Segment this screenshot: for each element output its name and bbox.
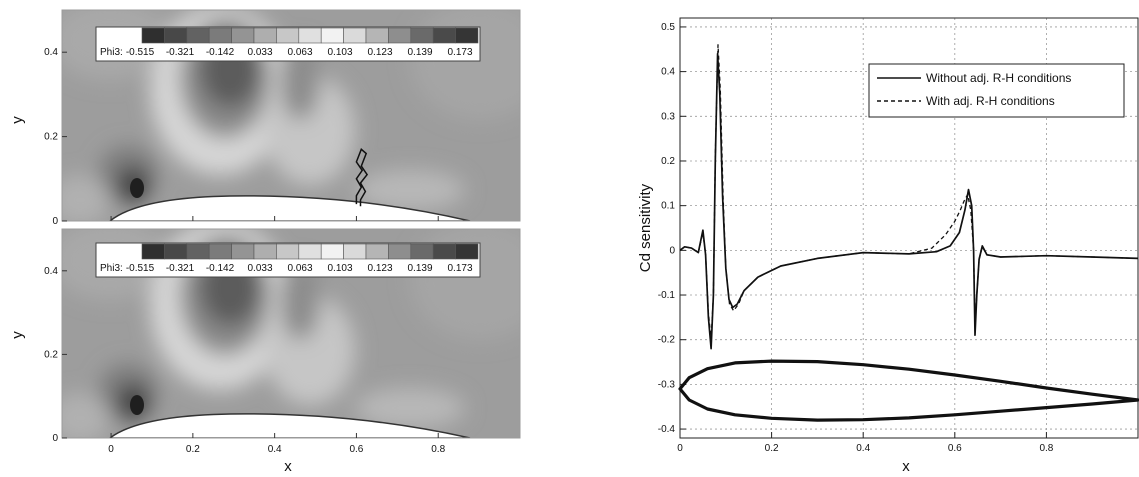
x-tick-label: 0.6 xyxy=(349,444,363,455)
colorbar-level-label: 0.063 xyxy=(287,263,312,274)
colorbar-swatch xyxy=(298,243,322,260)
colorbar-level-label: 0.033 xyxy=(247,47,272,58)
x-axis-label: x xyxy=(902,458,910,475)
y-tick-label: 0.4 xyxy=(44,47,58,58)
colorbar-swatch xyxy=(208,27,232,44)
colorbar-level-label: 0.123 xyxy=(367,47,392,58)
y-tick-label: 0 xyxy=(669,245,675,256)
colorbar-level-label: 0.063 xyxy=(287,47,312,58)
y-tick-label: 0.5 xyxy=(661,22,675,33)
colorbar-swatch xyxy=(432,27,456,44)
x-tick-label: 0.8 xyxy=(1039,443,1053,454)
colorbar-level-label: 0.123 xyxy=(367,263,392,274)
colorbar-swatch xyxy=(231,27,255,44)
x-tick-label: 0.6 xyxy=(948,443,962,454)
colorbar-swatch xyxy=(276,27,300,44)
legend: Without adj. R-H conditions With adj. R-… xyxy=(868,63,1125,118)
series-line-with-rh xyxy=(679,44,1139,341)
y-tick-label: 0 xyxy=(52,216,58,227)
colorbar-level-label: -0.515 xyxy=(126,263,155,274)
y-axis-label: Cd sensitivity xyxy=(637,183,654,272)
colorbar-level-label: 0.103 xyxy=(327,47,352,58)
x-tick-label: 0.2 xyxy=(186,444,200,455)
series-lines xyxy=(679,44,1139,350)
colorbar-swatch xyxy=(455,243,479,260)
y-tick-label: 0.2 xyxy=(661,156,675,167)
colorbar-swatch xyxy=(186,243,210,260)
colorbar-swatch xyxy=(388,243,412,260)
colorbar-level-label: 0.139 xyxy=(407,263,432,274)
colorbar-swatch xyxy=(320,27,344,44)
y-tick-label: 0.2 xyxy=(44,132,58,143)
y-tick-label: 0.3 xyxy=(661,111,675,122)
x-tick-label: 0.2 xyxy=(765,443,779,454)
y-tick-label: 0 xyxy=(52,433,58,444)
x-tick-label: 0.4 xyxy=(856,443,870,454)
legend-label-with: With adj. R-H conditions xyxy=(926,94,1055,108)
colorbar-swatch xyxy=(253,243,277,260)
colorbar-level-label: -0.321 xyxy=(166,263,195,274)
colorbar-swatch xyxy=(186,27,210,44)
colorbar-swatch xyxy=(343,243,367,260)
colorbar-label: Phi3: xyxy=(100,263,123,274)
shock-line xyxy=(355,148,369,207)
colorbar-swatch xyxy=(410,27,434,44)
y-tick-label: -0.3 xyxy=(658,379,676,390)
colorbar-swatch xyxy=(343,27,367,44)
colorbar-level-label: -0.142 xyxy=(206,263,235,274)
y-tick-label: -0.1 xyxy=(658,290,676,301)
colorbar-swatch xyxy=(365,243,389,260)
y-tick-label: 0.2 xyxy=(44,349,58,360)
colorbar-swatch xyxy=(276,243,300,260)
y-tick-label: -0.2 xyxy=(658,335,676,346)
sensitivity-chart: 0 0.2 0.4 0.6 0.8 -0.4 -0.3 -0.2 -0.1 0 0.1 0.2 0.3 0… xyxy=(637,17,1139,475)
colorbar-swatch xyxy=(231,243,255,260)
y-axis-label-bottom: y xyxy=(9,331,26,339)
x-tick-label: 0 xyxy=(677,443,683,454)
x-tick-label: 0.4 xyxy=(268,444,282,455)
contour-axes: 0 0.2 0.4 0 0.2 0.4 0 0.2 0.4 0.6 0.8 xyxy=(44,47,446,455)
airfoil-outline xyxy=(678,359,1139,422)
plot-frame xyxy=(679,17,1139,439)
colorbar-level-label: -0.321 xyxy=(166,47,195,58)
colorbar-swatch xyxy=(253,27,277,44)
colorbar-swatch xyxy=(388,27,412,44)
legend-label-without: Without adj. R-H conditions xyxy=(926,71,1071,85)
x-axis-label-contour: x xyxy=(284,458,292,475)
colorbar-swatch xyxy=(164,27,188,44)
colorbar-swatch xyxy=(141,243,165,260)
x-tick-label: 0.8 xyxy=(431,444,445,455)
airfoil-inset xyxy=(678,359,1139,422)
colorbar-level-label: 0.033 xyxy=(247,263,272,274)
colorbar-swatch xyxy=(410,243,434,260)
colorbar-swatch xyxy=(432,243,456,260)
y-axis-label-top: y xyxy=(9,116,26,124)
colorbar-swatch xyxy=(320,243,344,260)
y-tick-label: 0.4 xyxy=(44,266,58,277)
colorbar-swatch xyxy=(298,27,322,44)
colorbar-top: Phi3: -0.515 -0.321 -0.142 0.033 0.063 0.103 0.… xyxy=(95,26,481,62)
colorbar-swatch xyxy=(455,27,479,44)
colorbar-level-label: 0.173 xyxy=(447,47,472,58)
colorbar-label: Phi3: xyxy=(100,47,123,58)
y-tick-label: 0.1 xyxy=(661,201,675,212)
colorbar-level-label: -0.142 xyxy=(206,47,235,58)
colorbar-level-label: -0.515 xyxy=(126,47,155,58)
legend-box xyxy=(868,63,1125,118)
y-tick-label: -0.4 xyxy=(658,424,676,435)
colorbar-swatch xyxy=(208,243,232,260)
x-tick-label: 0 xyxy=(108,444,114,455)
y-tick-label: 0.4 xyxy=(661,67,675,78)
colorbar-swatch xyxy=(164,243,188,260)
colorbar-bottom: Phi3: -0.515 -0.321 -0.142 0.033 0.063 0.103 0.… xyxy=(95,242,481,278)
colorbar-swatch xyxy=(365,27,389,44)
colorbar-level-label: 0.103 xyxy=(327,263,352,274)
colorbar-level-label: 0.173 xyxy=(447,263,472,274)
colorbar-level-label: 0.139 xyxy=(407,47,432,58)
colorbar-swatch xyxy=(141,27,165,44)
shock-contour-line xyxy=(355,148,369,207)
